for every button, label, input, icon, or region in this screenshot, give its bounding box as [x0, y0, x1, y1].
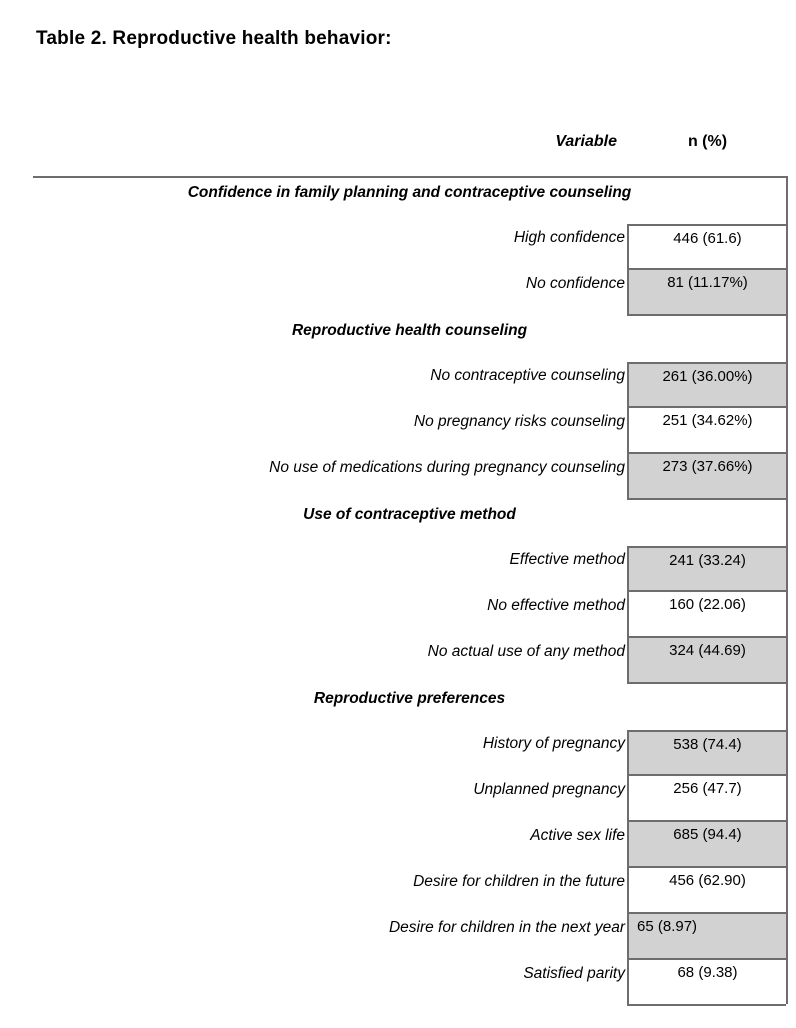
value-cell: 685 (94.4): [627, 820, 786, 868]
row-label: No confidence: [525, 275, 625, 292]
variable-column-header: Variable: [555, 133, 617, 150]
section-label: Reproductive health counseling: [291, 322, 528, 339]
n-percent-column-header: n (%): [687, 133, 728, 150]
value-cell: 538 (74.4): [627, 730, 786, 776]
row-label: History of pregnancy: [482, 735, 625, 752]
section-label: Confidence in family planning and contra…: [187, 184, 632, 201]
page-title: Table 2. Reproductive health behavior:: [36, 28, 392, 49]
section-row: Reproductive preferences: [33, 684, 786, 730]
table-row: No contraceptive counseling 261 (36.00%): [33, 362, 786, 408]
value-cell: 65 (8.97): [627, 912, 786, 960]
table-rows: Confidence in family planning and contra…: [33, 178, 786, 1006]
value-cell: 446 (61.6): [627, 224, 786, 270]
table-row: No pregnancy risks counseling 251 (34.62…: [33, 406, 786, 454]
value-cell: 261 (36.00%): [627, 362, 786, 408]
table-row: No actual use of any method 324 (44.69): [33, 636, 786, 684]
value-cell: 324 (44.69): [627, 636, 786, 684]
value-cell: 256 (47.7): [627, 774, 786, 822]
table-row: No confidence 81 (11.17%): [33, 268, 786, 316]
row-label: High confidence: [513, 229, 625, 246]
value-cell: 251 (34.62%): [627, 406, 786, 454]
value-cell: 273 (37.66%): [627, 452, 786, 500]
value-cell: 241 (33.24): [627, 546, 786, 592]
table-row: No effective method 160 (22.06): [33, 590, 786, 638]
table-row: Active sex life 685 (94.4): [33, 820, 786, 868]
value-cell: 160 (22.06): [627, 590, 786, 638]
row-label: No use of medications during pregnancy c…: [269, 459, 625, 476]
column-header-row: Variable n (%): [33, 133, 788, 151]
value-cell: 81 (11.17%): [627, 268, 786, 316]
value-cell: 68 (9.38): [627, 958, 786, 1006]
row-label: Satisfied parity: [523, 965, 625, 982]
value-cell: 456 (62.90): [627, 866, 786, 914]
table-row: History of pregnancy 538 (74.4): [33, 730, 786, 776]
row-label: Active sex life: [530, 827, 625, 844]
table-row: No use of medications during pregnancy c…: [33, 452, 786, 500]
table-row: Desire for children in the future 456 (6…: [33, 866, 786, 914]
section-row: Confidence in family planning and contra…: [33, 178, 786, 224]
section-label: Reproductive preferences: [313, 690, 506, 707]
section-label: Use of contraceptive method: [303, 506, 516, 523]
row-label: Desire for children in the next year: [388, 919, 625, 936]
row-label: No pregnancy risks counseling: [413, 413, 625, 430]
table-row: Unplanned pregnancy 256 (47.7): [33, 774, 786, 822]
table-row: Desire for children in the next year 65 …: [33, 912, 786, 960]
row-label: Desire for children in the future: [413, 873, 625, 890]
row-label: No actual use of any method: [427, 643, 625, 660]
table-row: Satisfied parity 68 (9.38): [33, 958, 786, 1006]
table-row: High confidence 446 (61.6): [33, 224, 786, 270]
row-label: Effective method: [509, 551, 625, 568]
section-row: Use of contraceptive method: [33, 500, 786, 546]
data-table: Confidence in family planning and contra…: [33, 176, 788, 1006]
row-label: Unplanned pregnancy: [473, 781, 625, 798]
table-row: Effective method 241 (33.24): [33, 546, 786, 592]
row-label: No contraceptive counseling: [430, 367, 625, 384]
section-row: Reproductive health counseling: [33, 316, 786, 362]
row-label: No effective method: [487, 597, 625, 614]
